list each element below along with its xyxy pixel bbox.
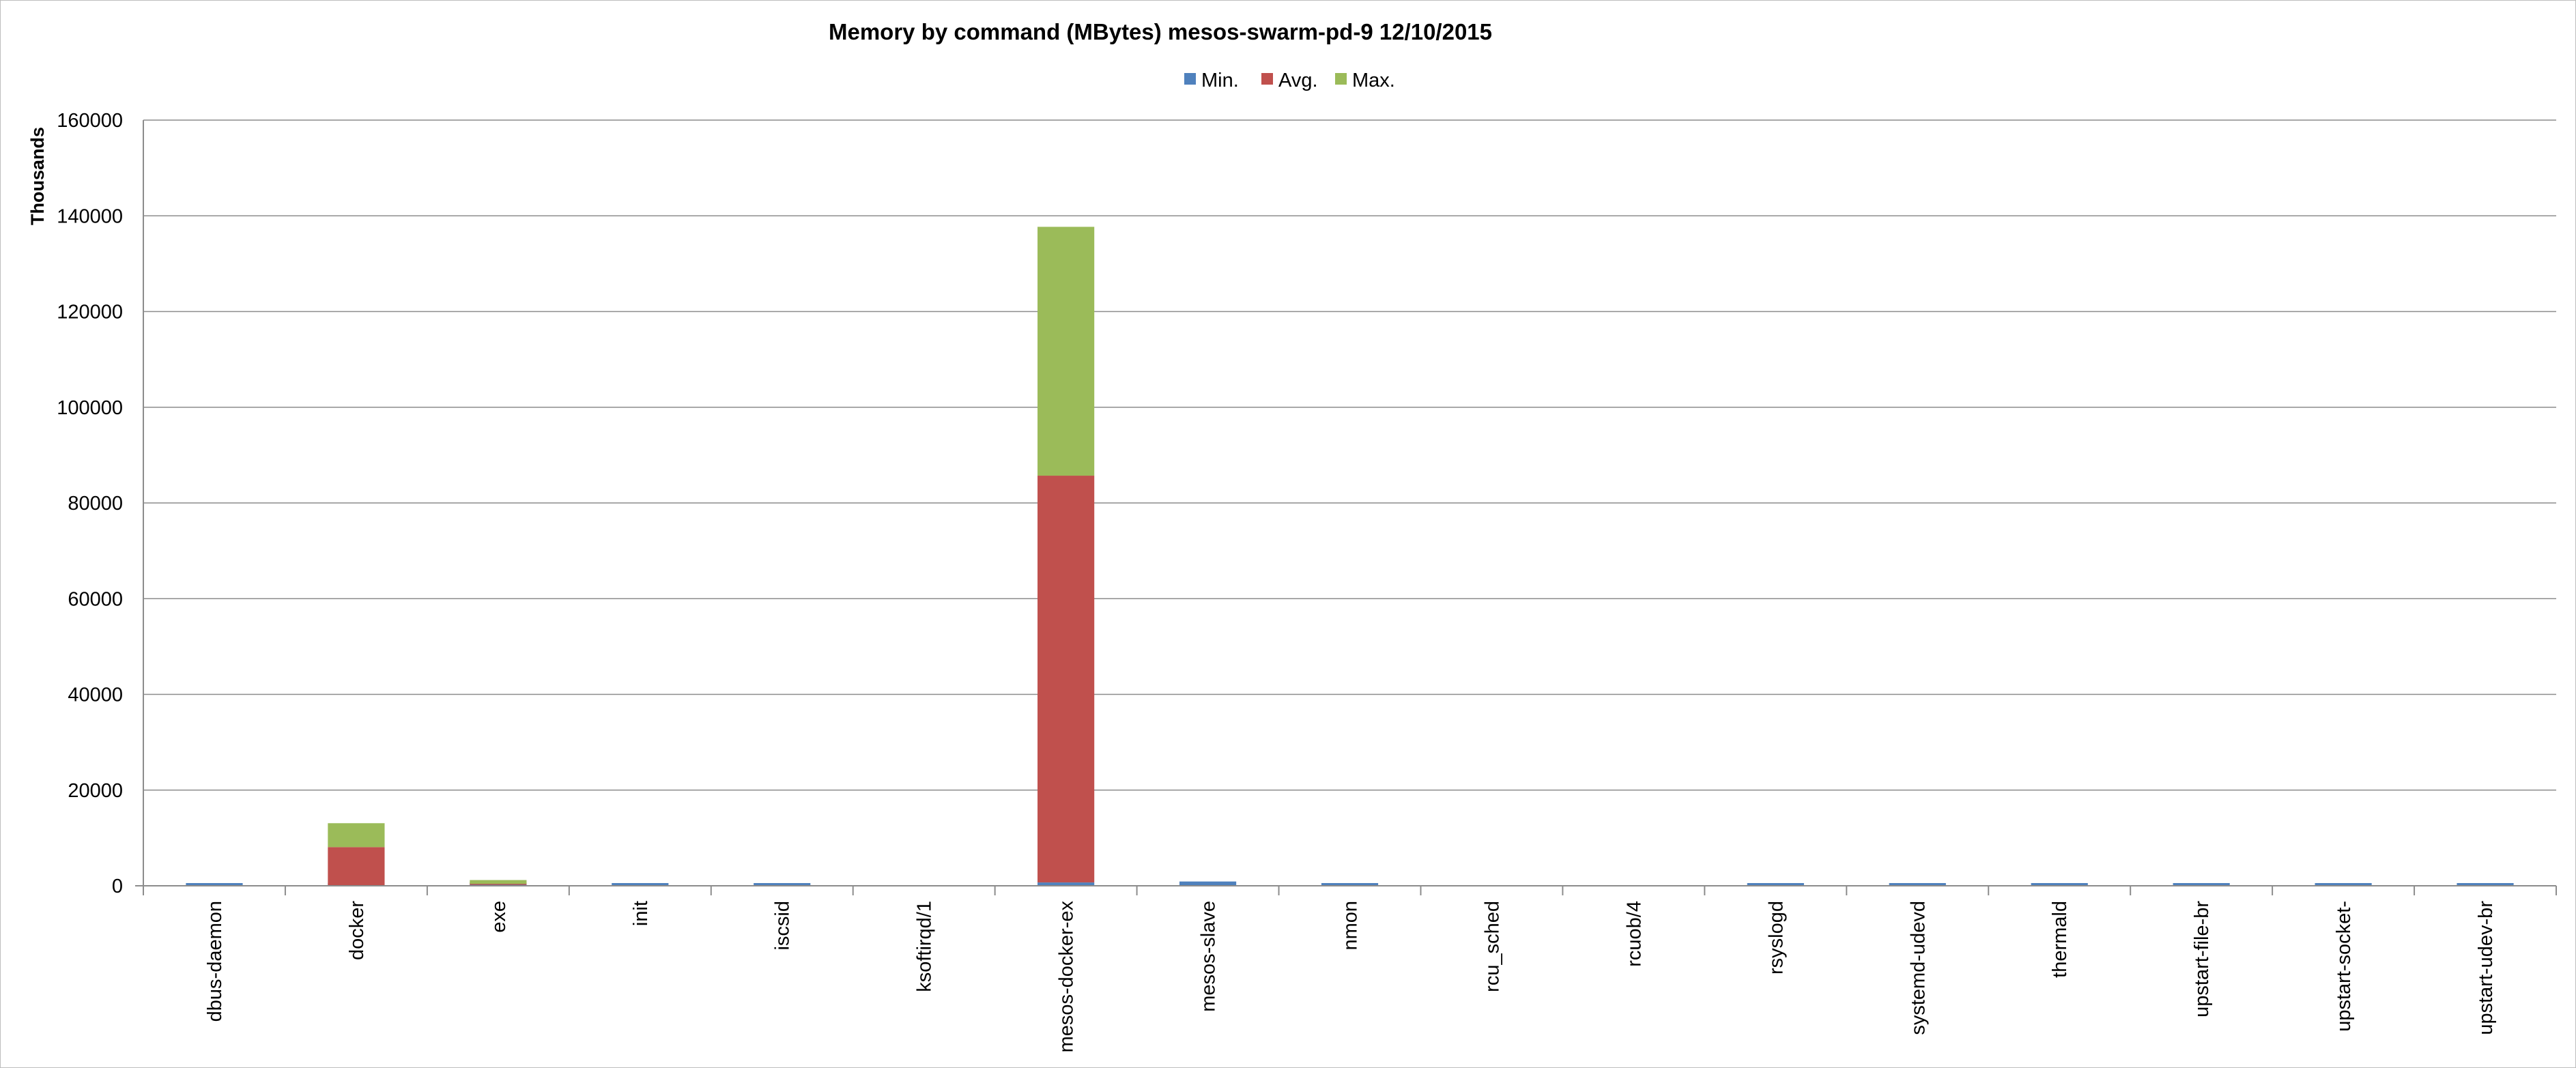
x-tick-labels: dbus-daemon docker exe init iscsid ksoftirqd/… — [204, 901, 2497, 1053]
bar-avg-docker — [328, 847, 385, 886]
bar-min-upstart-socket- — [2315, 883, 2372, 886]
bar-min-systemd-udevd — [1889, 883, 1946, 886]
legend-label: Max. — [1352, 70, 1395, 91]
legend-swatch — [1261, 73, 1273, 85]
x-tick-label: ksoftirqd/1 — [914, 901, 936, 992]
axes — [135, 120, 2557, 895]
x-tick-label: upstart-file-br — [2191, 901, 2213, 1018]
y-tick-labels: 0 20000 40000 60000 80000 100000 120000 140000 1… — [57, 110, 123, 897]
legend-swatch — [1184, 73, 1196, 85]
legend-label: Avg. — [1278, 70, 1318, 91]
y-tick-label: 140000 — [57, 205, 123, 227]
bar-avg-mesos-docker-ex — [1037, 476, 1095, 883]
bar-min-upstart-file-br — [2173, 883, 2230, 886]
bar-max-exe — [470, 880, 527, 884]
y-tick-label: 160000 — [57, 110, 123, 132]
chart-title: Memory by command (MBytes) mesos-swarm-p… — [829, 19, 1492, 44]
legend: Min. Avg. Max. — [1184, 70, 1395, 91]
x-tick-label: mesos-docker-ex — [1056, 901, 1078, 1053]
x-tick-label: rcuob/4 — [1623, 901, 1645, 967]
y-tick-label: 60000 — [68, 588, 123, 610]
x-tick-label: systemd-udevd — [1907, 901, 1929, 1035]
legend-swatch — [1335, 73, 1347, 85]
x-tick-label: upstart-udev-br — [2475, 901, 2497, 1035]
bar-min-mesos-docker-ex — [1037, 882, 1095, 886]
bar-min-mesos-slave — [1179, 881, 1237, 886]
y-tick-label: 120000 — [57, 302, 123, 323]
x-tick-label: iscsid — [772, 901, 794, 951]
y-tick-label: 80000 — [68, 493, 123, 515]
y-tick-label: 40000 — [68, 684, 123, 706]
y-tick-label: 0 — [112, 876, 123, 897]
bar-min-rsyslogd — [1747, 883, 1804, 886]
y-tick-label: 20000 — [68, 780, 123, 802]
x-tick-label: nmon — [1340, 901, 1362, 951]
x-tick-label: init — [630, 901, 652, 926]
bar-min-upstart-udev-br — [2457, 883, 2514, 886]
bar-min-nmon — [1321, 883, 1379, 886]
bar-min-thermald — [2031, 883, 2088, 886]
bar-min-init — [612, 883, 669, 886]
gridlines — [143, 119, 2556, 886]
x-tick-label: exe — [488, 901, 510, 933]
x-tick-label: dbus-daemon — [204, 901, 226, 1022]
legend-label: Min. — [1201, 70, 1239, 91]
bar-max-docker — [328, 823, 385, 848]
x-tick-label: docker — [346, 901, 368, 960]
x-tick-label: mesos-slave — [1198, 901, 1220, 1012]
bar-min-dbus-daemon — [186, 883, 243, 886]
bar-min-iscsid — [754, 883, 811, 886]
y-axis-label: Thousands — [27, 127, 48, 225]
bar-max-mesos-docker-ex — [1037, 227, 1095, 476]
x-tick-label: upstart-socket- — [2333, 901, 2355, 1032]
x-tick-label: rsyslogd — [1765, 901, 1787, 975]
x-tick-label: thermald — [2049, 901, 2071, 978]
y-tick-label: 100000 — [57, 397, 123, 419]
bars — [186, 227, 2514, 886]
x-tick-label: rcu_sched — [1481, 901, 1503, 992]
